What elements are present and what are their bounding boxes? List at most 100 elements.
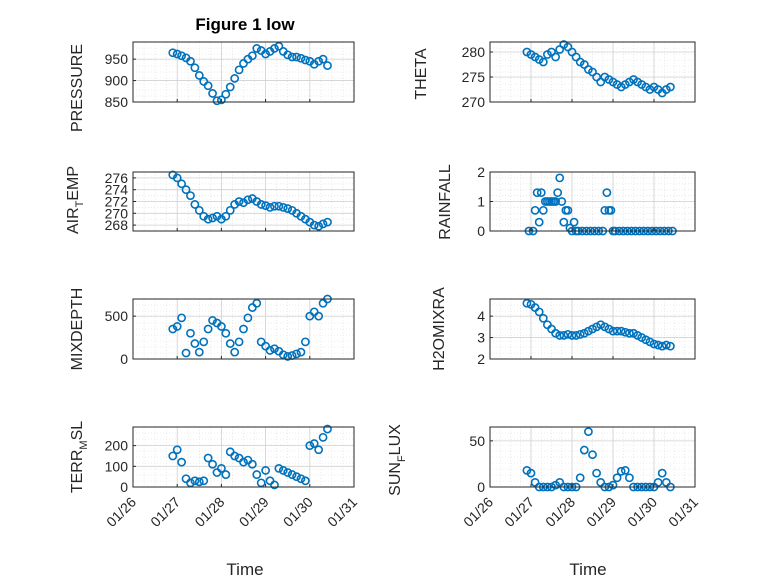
air-temp-point	[190, 200, 200, 209]
mixdepth-point	[203, 324, 213, 334]
air-temp-ytick-label: 268	[105, 217, 129, 233]
h2omixra-axes-frame	[489, 298, 696, 360]
rainfall-ytick-label: 2	[477, 164, 485, 180]
air-temp-point	[309, 220, 319, 230]
pressure-ytick-label: 850	[105, 94, 129, 110]
rainfall-point	[600, 205, 610, 215]
terr-msl-axes-frame	[132, 426, 355, 488]
mixdepth-point	[221, 328, 231, 338]
pressure-point	[314, 56, 324, 66]
mixdepth-point	[234, 337, 244, 347]
terr-msl-point	[172, 445, 182, 455]
air-temp-ytick-label: 270	[105, 205, 129, 221]
air-temp-point	[270, 201, 279, 211]
pressure-point	[208, 89, 217, 98]
air-temp-point	[314, 221, 324, 231]
sunflux-point	[526, 468, 536, 478]
terr-msl-point	[256, 478, 266, 488]
sunflux-xtick-label: 01/28	[542, 494, 578, 530]
pressure-point	[287, 52, 297, 62]
mixdepth-point	[265, 346, 275, 355]
rainfall-point	[555, 173, 565, 183]
terr-msl-xtick-label: 01/28	[191, 494, 227, 530]
rainfall-ylabel: RAINFALL	[437, 164, 454, 240]
rainfall-point	[557, 197, 567, 206]
pressure-point	[300, 55, 310, 65]
air-temp-point	[186, 191, 195, 200]
terr-msl-point	[199, 476, 209, 486]
theta-ytick-label: 275	[462, 69, 486, 85]
rainfall-point	[563, 205, 573, 215]
terr-msl-point	[252, 470, 262, 479]
terr-msl-xtick-label: 01/26	[103, 494, 139, 530]
pressure-plot: 850 900 950	[105, 41, 355, 110]
panel-theta: THETA	[413, 48, 430, 100]
air-temp-point	[318, 219, 328, 229]
terr-msl-point	[261, 466, 270, 475]
terr-msl-point	[194, 477, 204, 487]
panel-rainfall: RAINFALL	[437, 164, 454, 240]
sunflux-point	[588, 450, 597, 460]
pressure-point	[261, 49, 270, 59]
sunflux-xtick-label: 01/27	[501, 494, 537, 530]
pressure-point	[252, 44, 262, 53]
rainfall-point	[538, 205, 548, 215]
air-temp-ylabel: AIRTEMP	[65, 166, 86, 234]
mixdepth-point	[296, 347, 306, 357]
mixdepth-point	[292, 349, 301, 359]
mixdepth-point	[168, 324, 178, 334]
pressure-ytick-label: 950	[105, 51, 129, 67]
mixdepth-ylabel: MIXDEPTH	[69, 288, 86, 371]
h2omixra-ytick-label: 2	[477, 351, 485, 367]
sunflux-point	[612, 473, 622, 483]
terr-msl-point	[208, 459, 217, 469]
rainfall-point	[551, 197, 560, 206]
terr-msl-ytick-label: 200	[105, 438, 129, 454]
rainfall-point	[602, 188, 612, 198]
air-temp-point	[203, 214, 213, 224]
pressure-ytick-label: 900	[105, 73, 129, 89]
air-temp-point	[274, 201, 284, 211]
sunflux-point	[592, 468, 601, 478]
x-axis-label-right: Time	[569, 560, 606, 579]
theta-point	[666, 82, 675, 92]
air-temp-point	[278, 202, 288, 212]
mixdepth-point	[181, 348, 191, 358]
terr-msl-point	[270, 480, 279, 490]
terr-msl-ylabel: TERRMSL	[69, 421, 90, 493]
sunflux-point	[657, 468, 667, 478]
theta-point	[538, 57, 548, 67]
rainfall-point	[559, 217, 569, 227]
terr-msl-xtick-label: 01/29	[236, 494, 272, 530]
sunflux-xtick-label: 01/31	[665, 494, 701, 530]
h2omixra-point	[616, 326, 626, 336]
pressure-point	[234, 65, 244, 75]
rainfall-ytick-label: 1	[477, 194, 485, 210]
mixdepth-point	[270, 344, 279, 354]
terr-msl-point	[287, 470, 297, 479]
air-temp-ytick-label: 274	[105, 182, 129, 198]
terr-msl-point	[278, 466, 288, 475]
terr-msl-point	[296, 474, 306, 484]
pressure-point	[274, 41, 284, 51]
sunflux-axes-frame	[489, 426, 696, 488]
sunflux-xtick-label: 01/26	[460, 494, 496, 530]
mixdepth-point	[283, 352, 293, 361]
h2omixra-point	[657, 341, 667, 351]
pressure-point	[194, 71, 204, 80]
rainfall-point	[606, 205, 616, 215]
terr-msl-point	[190, 476, 200, 486]
h2omixra-point	[555, 331, 565, 340]
pressure-ylabel: PRESSURE	[69, 44, 86, 132]
air-temp-point	[225, 205, 235, 215]
pressure-axes-frame	[132, 41, 355, 103]
rainfall-point	[536, 188, 546, 198]
h2omixra-point	[559, 331, 569, 340]
theta-plot: 270 275 280	[462, 40, 696, 110]
air-temp-point	[283, 204, 293, 213]
air-temp-point	[208, 213, 217, 223]
pressure-point	[186, 56, 195, 66]
terr-msl-point	[323, 424, 332, 434]
